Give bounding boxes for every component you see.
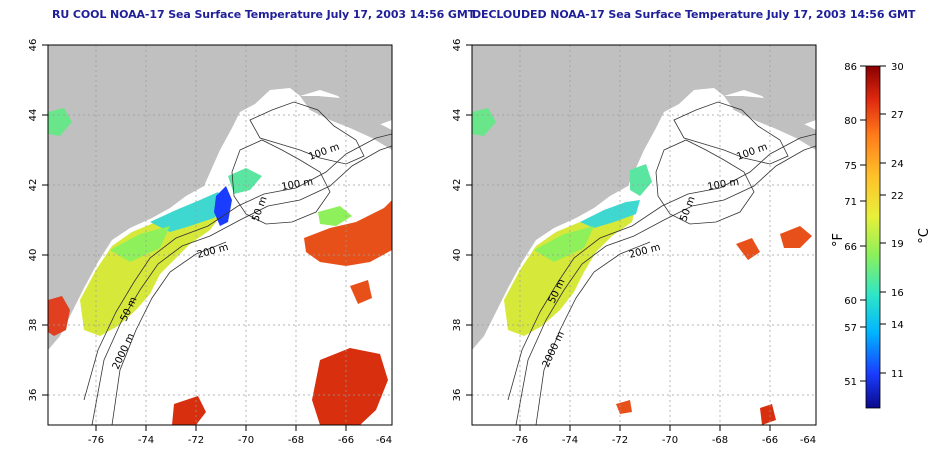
celsius-tick-label: 24	[891, 159, 904, 170]
x-tick-label: -76	[88, 435, 104, 446]
contour-label-100m-b: 100 m	[281, 177, 314, 193]
celsius-tick-label: 22	[891, 191, 904, 202]
land-mass	[48, 45, 392, 350]
left-map-frame	[47, 44, 393, 426]
bathymetry-contours	[507, 101, 816, 425]
sst-patch-south3	[350, 280, 372, 304]
colorbar: 86 80 75 71 66 60 57 51 30 27 24 22 19 1…	[831, 62, 932, 409]
y-tick-label: 46	[452, 39, 463, 52]
y-tick-label: 40	[28, 249, 39, 262]
sst-patch-east	[304, 200, 392, 266]
fahrenheit-axis-label: °F	[831, 233, 846, 247]
sst-patch-south	[760, 404, 776, 425]
fahrenheit-tick-label: 86	[844, 62, 857, 73]
left-y-axis: 46 44 42 40 38 36	[28, 39, 48, 402]
bathymetry-contours	[83, 101, 392, 425]
fahrenheit-tick-label: 80	[844, 116, 857, 127]
lat-lon-grid	[472, 45, 816, 425]
x-tick-label: -64	[376, 435, 392, 446]
x-tick-label: -68	[712, 435, 728, 446]
sst-patch-blue	[214, 186, 232, 226]
sst-patch-green	[534, 226, 594, 262]
x-tick-label: -66	[762, 435, 778, 446]
y-tick-label: 36	[28, 389, 39, 402]
contour-label-100m-b: 100 m	[707, 177, 740, 193]
celsius-tick-label: 30	[891, 62, 904, 73]
land-mass	[472, 45, 816, 350]
x-tick-label: -68	[288, 435, 304, 446]
y-tick-label: 44	[452, 109, 463, 122]
celsius-tick-label: 16	[891, 288, 904, 299]
fahrenheit-tick-label: 66	[844, 242, 857, 253]
celsius-tick-label: 14	[891, 320, 904, 331]
sst-patch-cyan	[580, 200, 640, 228]
sst-patch-east	[736, 238, 760, 260]
celsius-tick-label: 27	[891, 110, 904, 121]
x-tick-label: -74	[562, 435, 578, 446]
fahrenheit-tick-label: 71	[844, 197, 857, 208]
left-panel-title: RU COOL NOAA-17 Sea Surface Temperature …	[52, 8, 476, 21]
fahrenheit-tick-label: 60	[844, 296, 857, 307]
x-tick-label: -72	[188, 435, 204, 446]
land-nova-scotia	[300, 96, 392, 150]
x-tick-label: -70	[238, 435, 254, 446]
colorbar-gradient	[865, 65, 881, 409]
y-tick-label: 38	[28, 319, 39, 332]
right-y-axis: 46 44 42 40 38 36	[452, 39, 472, 402]
right-map-frame	[471, 44, 817, 426]
fahrenheit-tick-label: 57	[844, 323, 857, 334]
x-tick-label: -72	[612, 435, 628, 446]
sst-patch-east2	[780, 226, 812, 248]
y-tick-label: 42	[28, 179, 39, 192]
sst-patch-south1	[312, 348, 388, 425]
x-tick-label: -74	[138, 435, 154, 446]
x-tick-label: -76	[512, 435, 528, 446]
x-tick-label: -70	[662, 435, 678, 446]
sst-patch-cyan	[150, 192, 226, 232]
fahrenheit-tick-label: 51	[844, 377, 857, 388]
fahrenheit-tick-label: 75	[844, 161, 857, 172]
y-tick-label: 40	[452, 249, 463, 262]
x-tick-label: -64	[800, 435, 816, 446]
sst-patch-gom	[630, 164, 652, 196]
celsius-tick-label: 19	[891, 239, 904, 250]
y-tick-label: 46	[28, 39, 39, 52]
y-tick-label: 42	[452, 179, 463, 192]
sst-patch-east-green	[318, 206, 352, 226]
left-x-axis: -76 -74 -72 -70 -68 -66 -64	[88, 425, 392, 446]
celsius-axis-label: °C	[917, 228, 932, 244]
sst-patch-gom	[228, 168, 262, 194]
celsius-tick-label: 11	[891, 369, 904, 380]
right-panel-title: DECLOUDED NOAA-17 Sea Surface Temperatur…	[472, 8, 916, 21]
right-x-axis: -76 -74 -72 -70 -68 -66 -64	[512, 425, 816, 446]
sst-patch-south2	[172, 396, 206, 425]
sst-patch-green	[110, 226, 170, 262]
x-tick-label: -66	[338, 435, 354, 446]
land-nova-scotia	[724, 96, 816, 150]
y-tick-label: 36	[452, 389, 463, 402]
sst-patch-coast	[48, 296, 70, 336]
lat-lon-grid	[48, 45, 392, 425]
y-tick-label: 44	[28, 109, 39, 122]
y-tick-label: 38	[452, 319, 463, 332]
